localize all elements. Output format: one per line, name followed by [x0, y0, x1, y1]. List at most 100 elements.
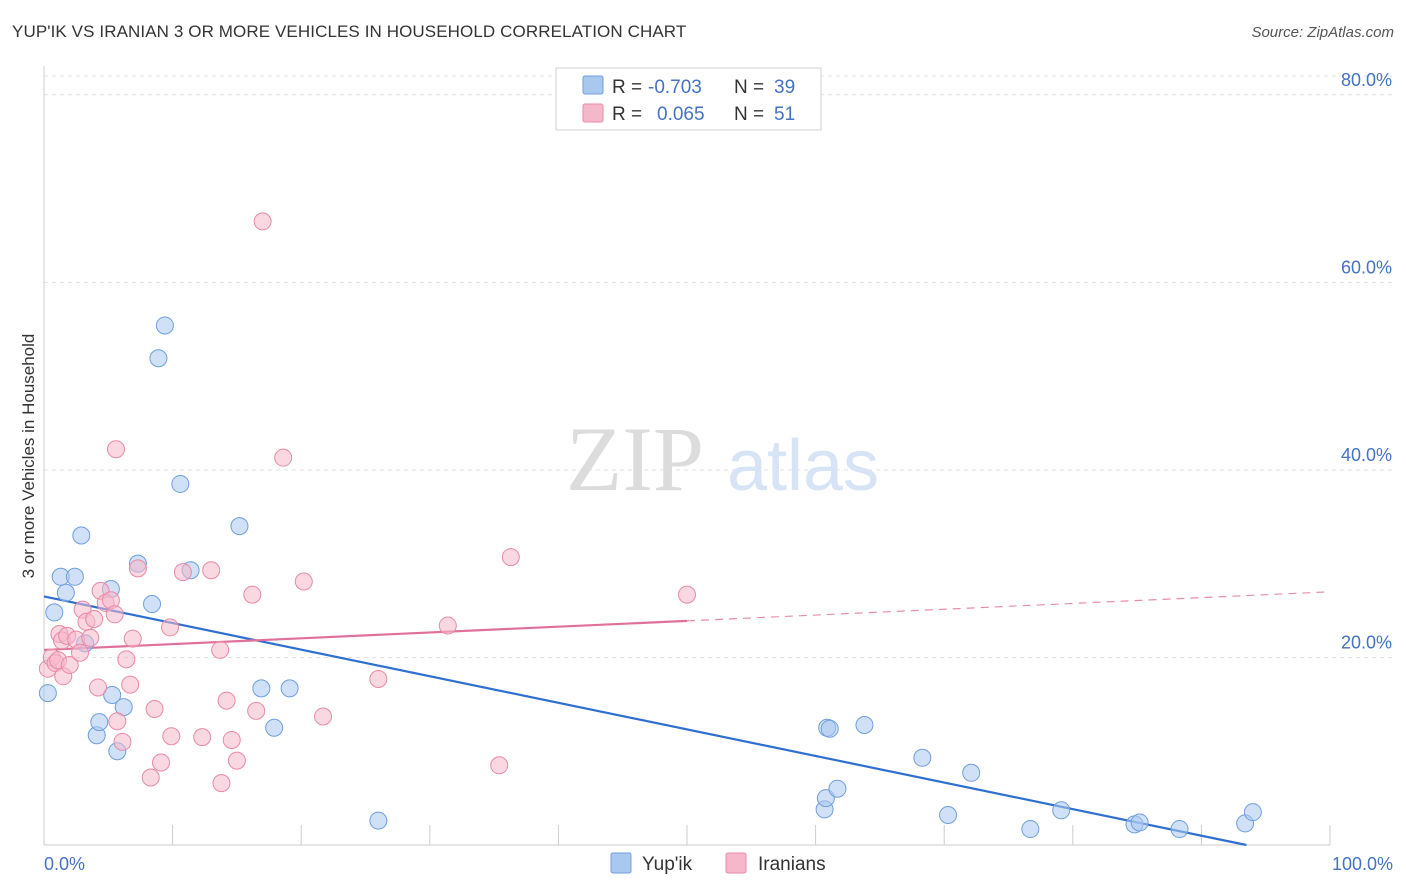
- point-yupik: [1243, 803, 1262, 822]
- source-label: Source: ZipAtlas.com: [1251, 24, 1394, 41]
- point-iranians: [161, 618, 180, 637]
- bottom-legend-swatch-iranians: [725, 852, 747, 874]
- point-yupik: [820, 719, 839, 738]
- point-iranians: [141, 768, 160, 787]
- watermark-atlas: atlas: [727, 426, 879, 506]
- point-yupik: [103, 685, 122, 704]
- legend-n-value-1: 39: [774, 77, 795, 98]
- point-yupik: [962, 763, 981, 782]
- legend-r-value-1: -0.703: [648, 77, 702, 98]
- trend-line-yupik: [43, 595, 1247, 847]
- point-iranians: [71, 643, 90, 662]
- watermark: ZIP atlas: [566, 408, 879, 510]
- x-tick-label-start: 0.0%: [44, 854, 85, 874]
- point-iranians: [369, 670, 388, 689]
- point-iranians: [314, 707, 333, 726]
- bottom-legend-swatch-yupik: [610, 852, 632, 874]
- point-yupik: [828, 779, 847, 798]
- point-iranians: [117, 650, 136, 669]
- point-yupik: [1130, 813, 1149, 832]
- y-tick-label: 40.0%: [1341, 445, 1392, 465]
- chart-title: YUP'IK VS IRANIAN 3 OR MORE VEHICLES IN …: [12, 22, 687, 41]
- point-iranians: [123, 629, 142, 648]
- legend-n-value-2: 51: [774, 104, 795, 125]
- point-yupik: [369, 811, 388, 830]
- point-yupik: [230, 517, 249, 536]
- x-tick-label-end: 100.0%: [1332, 854, 1393, 874]
- legend-swatch-iranians: [582, 103, 604, 123]
- y-tick-label: 80.0%: [1341, 70, 1392, 90]
- point-yupik: [1170, 820, 1189, 839]
- legend-r-label-1: R =: [612, 77, 642, 98]
- point-yupik: [913, 748, 932, 767]
- point-iranians: [490, 756, 509, 775]
- correlation-legend: R = -0.703 N = 39 R = 0.065 N = 51: [555, 67, 822, 131]
- point-iranians: [113, 732, 132, 751]
- point-iranians: [274, 448, 293, 467]
- point-iranians: [501, 548, 520, 567]
- point-iranians: [173, 563, 192, 582]
- point-yupik: [45, 603, 64, 622]
- point-iranians: [81, 628, 100, 647]
- y-axis-label: 3 or more Vehicles in Household: [19, 334, 38, 579]
- trend-line-iranians-extension: [686, 591, 1331, 622]
- point-iranians: [193, 728, 212, 747]
- point-yupik: [939, 805, 958, 824]
- point-yupik: [72, 526, 91, 545]
- legend-r-value-2: 0.065: [657, 104, 705, 125]
- point-iranians: [253, 212, 272, 231]
- point-iranians: [107, 440, 126, 459]
- point-iranians: [217, 691, 236, 710]
- point-yupik: [265, 718, 284, 737]
- series-legend: Yup'ik Iranians: [610, 852, 826, 875]
- point-yupik: [143, 594, 162, 613]
- point-iranians: [294, 572, 313, 591]
- point-iranians: [678, 585, 696, 604]
- data-points: [38, 212, 1262, 839]
- point-yupik: [149, 349, 168, 368]
- y-tick-label: 20.0%: [1341, 632, 1392, 652]
- legend-swatch-yupik: [582, 75, 604, 95]
- point-iranians: [212, 774, 231, 793]
- point-iranians: [438, 616, 457, 635]
- point-iranians: [89, 678, 108, 697]
- point-yupik: [155, 316, 174, 335]
- point-iranians: [211, 640, 230, 659]
- point-iranians: [202, 561, 221, 580]
- point-iranians: [145, 700, 164, 719]
- watermark-zip: ZIP: [566, 408, 704, 510]
- bottom-legend-yupik: Yup'ik: [642, 854, 693, 875]
- point-iranians: [243, 585, 262, 604]
- point-yupik: [1052, 801, 1071, 820]
- point-iranians: [60, 655, 79, 674]
- point-iranians: [162, 727, 181, 746]
- point-iranians: [227, 751, 246, 770]
- legend-n-label-1: N =: [734, 77, 764, 98]
- tick-labels: 20.0% 40.0% 60.0% 80.0% 0.0% 100.0%: [44, 70, 1393, 874]
- trend-lines: [43, 591, 1331, 847]
- point-iranians: [222, 730, 241, 749]
- point-yupik: [90, 713, 109, 732]
- point-yupik: [171, 474, 190, 493]
- axes: [43, 66, 1331, 846]
- point-iranians: [152, 753, 171, 772]
- point-yupik: [38, 684, 57, 703]
- point-iranians: [247, 701, 266, 720]
- point-yupik: [56, 583, 75, 602]
- point-iranians: [108, 712, 127, 731]
- point-iranians: [105, 605, 124, 624]
- point-yupik: [280, 679, 299, 698]
- point-iranians: [121, 675, 140, 694]
- point-yupik: [252, 679, 271, 698]
- point-yupik: [65, 567, 84, 586]
- bottom-legend-iranians: Iranians: [758, 854, 826, 875]
- gridlines: [44, 75, 1392, 658]
- point-iranians: [85, 609, 104, 628]
- legend-n-label-2: N =: [734, 104, 764, 125]
- y-tick-label: 60.0%: [1341, 257, 1392, 277]
- legend-r-label-2: R =: [612, 104, 642, 125]
- point-yupik: [855, 715, 874, 734]
- point-iranians: [128, 559, 147, 578]
- point-yupik: [1021, 820, 1040, 839]
